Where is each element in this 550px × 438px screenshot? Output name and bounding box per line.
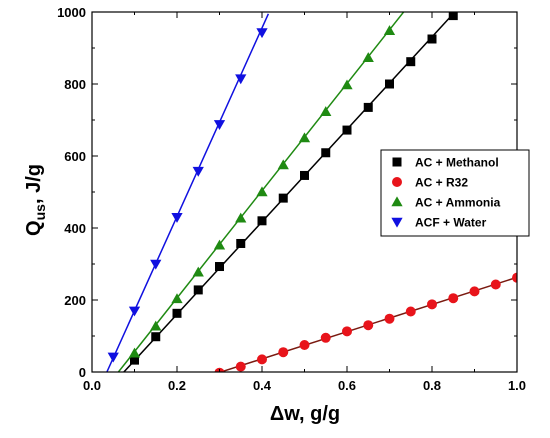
legend-marker [392,157,402,167]
legend-label: ACF + Water [415,216,487,230]
x-tick-label: 1.0 [508,378,526,393]
y-tick-label: 800 [64,77,86,92]
y-tick-label: 600 [64,149,86,164]
data-point [342,326,352,337]
y-axis-title: Qus, J/g [23,164,48,236]
y-tick-label: 400 [64,221,86,236]
fit-line [106,13,270,372]
data-point [256,186,268,197]
data-point [341,79,353,90]
data-point [192,166,204,177]
data-point [383,25,396,35]
data-point [130,355,139,365]
x-tick-label: 0.0 [83,378,101,393]
data-point [278,193,288,203]
data-point [256,28,268,39]
x-tick-label: 0.4 [253,378,272,393]
legend-label: AC + Ammonia [415,196,501,210]
data-point [193,285,203,295]
data-point [490,279,501,290]
data-point [128,347,141,358]
x-tick-label: 0.6 [338,378,356,393]
data-point [257,216,267,226]
data-point [299,340,310,350]
data-point [405,306,416,317]
data-point [342,125,352,135]
data-point [235,361,246,372]
data-point [448,293,459,304]
legend-marker [391,217,403,228]
data-point [321,148,331,158]
legend-label: AC + R32 [415,176,468,190]
data-point [172,308,182,318]
plot-area [106,0,517,372]
data-point [215,262,224,272]
data-point [235,74,247,85]
data-point [320,106,332,116]
data-point [107,352,119,363]
data-point [192,266,204,277]
x-axis-title: Δw, g/g [270,403,340,425]
legend-marker [392,177,402,187]
data-point [320,332,331,343]
data-point [363,102,373,112]
data-point [150,259,162,270]
data-point [213,120,226,130]
data-point [469,286,480,297]
data-point [448,12,458,21]
y-tick-label: 1000 [57,5,86,20]
series-3 [113,0,416,372]
y-tick-label: 0 [79,365,86,380]
data-point [512,272,517,283]
data-point [300,170,309,180]
x-tick-label: 0.8 [423,378,441,393]
data-point [405,0,416,8]
data-point [385,79,394,89]
y-tick-label: 200 [64,293,86,308]
y-axis-title-rest: , J/g [23,164,45,204]
series-2 [214,272,517,372]
data-point [128,306,141,317]
legend-marker [391,196,403,207]
data-point [113,371,114,372]
data-point [236,238,246,248]
data-point [213,239,226,250]
data-point [427,34,437,44]
legend: AC + Methanol AC + R32 AC + Ammonia ACF + W… [380,149,530,237]
data-point [278,347,289,358]
legend-box [380,149,530,237]
data-point [427,299,437,310]
data-point [363,320,374,331]
series-4 [106,13,270,372]
data-point [171,293,183,304]
data-point [235,212,247,223]
y-axis-title-main: Q [23,220,45,236]
data-point [298,132,311,143]
series-1 [123,12,458,372]
data-point [406,57,416,67]
data-point [257,354,267,365]
data-point [384,313,395,324]
legend-label: AC + Methanol [415,156,499,170]
data-point [277,159,289,170]
y-axis-title-sub: us [32,204,48,221]
data-point [171,212,183,223]
data-point [151,332,161,342]
x-tick-label: 0.2 [168,378,186,393]
data-point [362,52,374,62]
data-point [150,320,162,331]
